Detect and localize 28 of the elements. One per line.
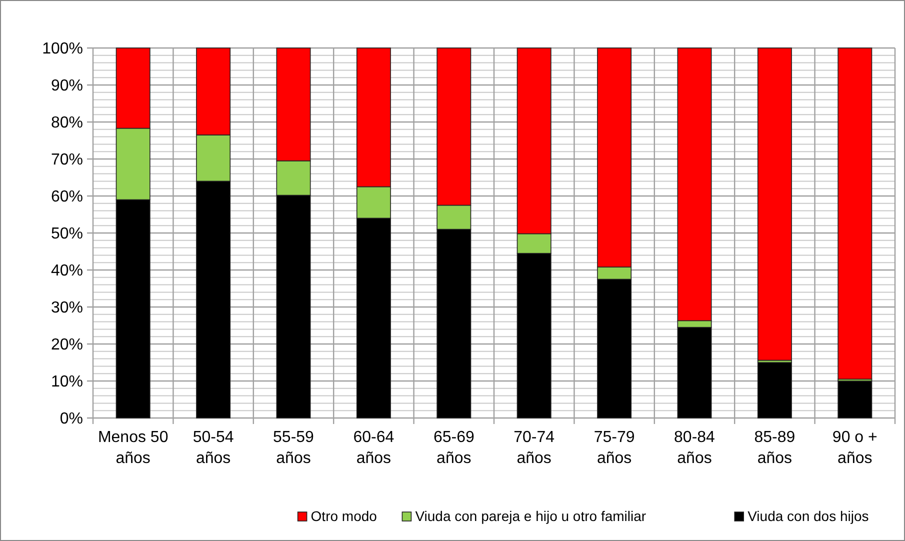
y-tick-label: 10% — [50, 374, 83, 391]
legend-label: Otro modo — [310, 508, 378, 524]
x-tick-label: 60-64 años — [353, 429, 394, 467]
bar — [757, 362, 792, 418]
x-tick-label: 80-84 años — [674, 429, 716, 467]
bar — [757, 48, 792, 361]
y-tick-label: 100% — [42, 40, 83, 58]
y-tick-label: 90% — [50, 78, 83, 95]
x-tick-label: 55-59 años — [273, 429, 314, 467]
y-tick-label: 60% — [50, 188, 83, 206]
bar — [838, 48, 872, 380]
x-tick-label: 90 o + años — [832, 429, 878, 467]
bar — [838, 380, 872, 418]
legend-label: Viuda con dos hijos — [748, 508, 869, 524]
x-tick-label: 85-89 años — [754, 429, 796, 467]
y-tick-label: 40% — [50, 262, 83, 280]
x-tick-label: 70-74 años — [514, 429, 555, 467]
y-tick-label: 80% — [50, 114, 83, 132]
x-tick-label: 50-54 años — [192, 429, 234, 467]
x-tick-label: 65-69 años — [433, 429, 474, 467]
y-tick-label: 20% — [50, 336, 83, 354]
legend-label: Viuda con pareja e hijo u otro familiar — [415, 508, 646, 524]
y-tick-label: 0% — [60, 410, 83, 428]
x-tick-label: Menos 50 años — [98, 429, 168, 467]
y-tick-label: 30% — [50, 300, 83, 317]
x-tick-label: 75-79 años — [594, 429, 635, 467]
y-tick-label: 70% — [50, 152, 83, 169]
y-tick-label: 50% — [50, 226, 83, 243]
